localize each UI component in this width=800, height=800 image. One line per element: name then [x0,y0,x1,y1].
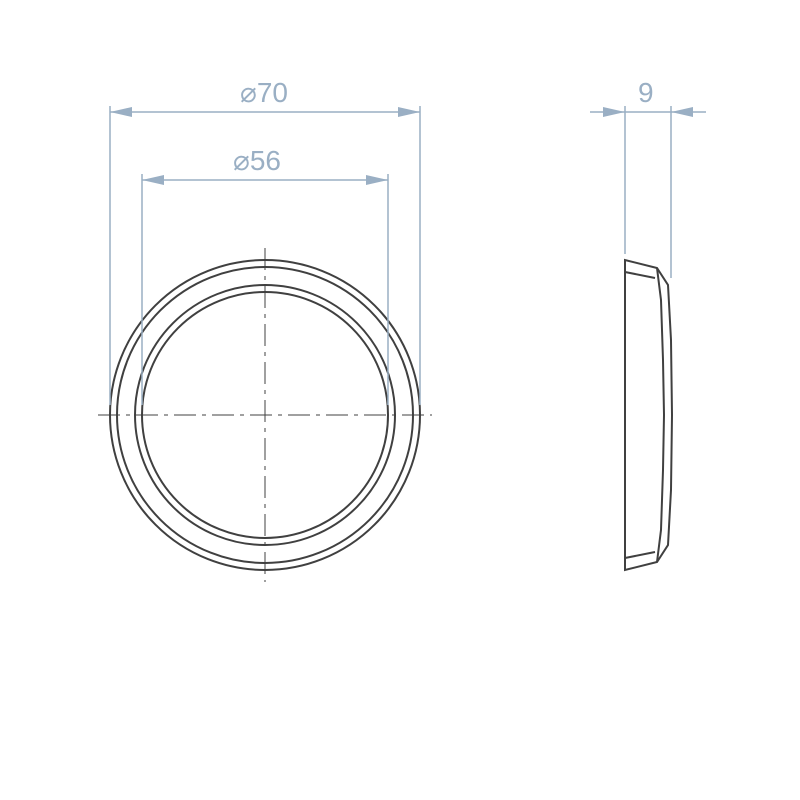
dim-label-inner: ⌀56 [233,145,281,176]
arrow-right-inner [366,175,388,185]
arrow-left-inner [142,175,164,185]
dimension-thickness: 9 [590,77,706,278]
dim-label-thickness: 9 [638,77,654,108]
arrow-left-thick [603,107,625,117]
technical-drawing: ⌀70 ⌀56 9 [0,0,800,800]
arrow-right-outer [398,107,420,117]
arrow-left-outer [110,107,132,117]
front-view [98,248,432,582]
side-profile-inner-edge [657,268,664,562]
side-bottom-chamfer [625,552,655,558]
side-view [625,260,672,570]
side-top-chamfer [625,272,655,278]
arrow-right-thick [671,107,693,117]
dim-label-outer: ⌀70 [240,77,288,108]
